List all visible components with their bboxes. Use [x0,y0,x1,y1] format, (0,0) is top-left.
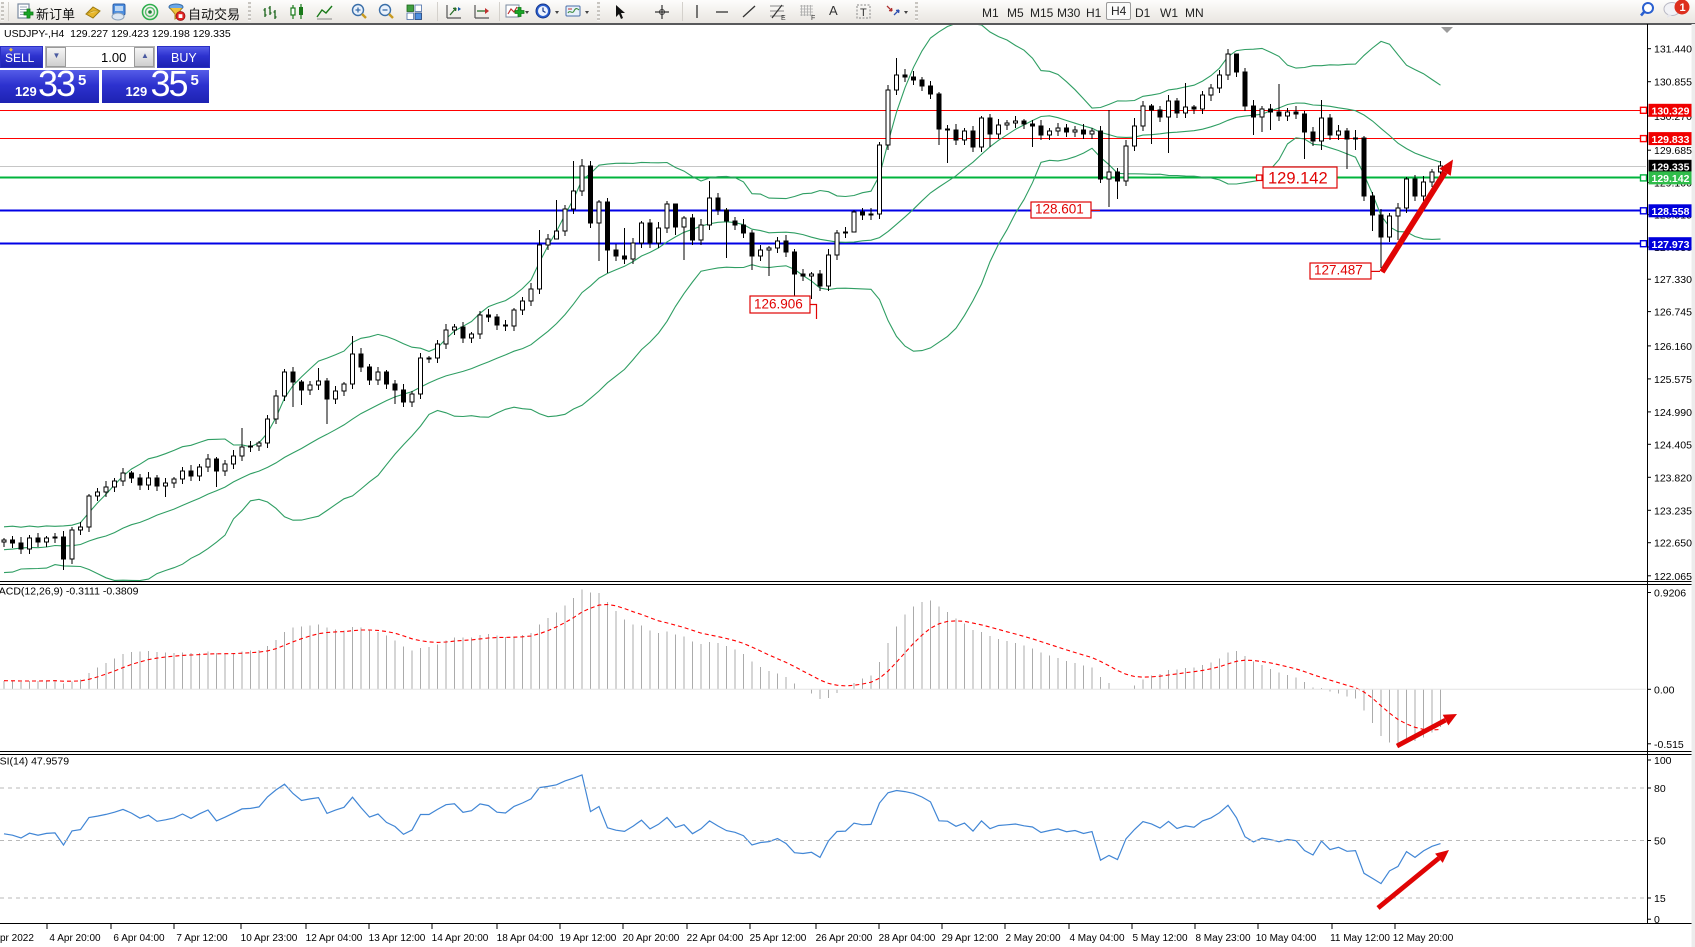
svg-text:5 May 12:00: 5 May 12:00 [1132,933,1187,944]
svg-text:pr 2022: pr 2022 [0,933,34,944]
svg-text:80: 80 [1654,783,1666,795]
svg-text:122.065: 122.065 [1654,571,1692,583]
svg-text:128.601: 128.601 [1035,202,1084,217]
svg-text:12 May 20:00: 12 May 20:00 [1393,933,1454,944]
svg-text:123.235: 123.235 [1654,505,1692,517]
svg-text:26 Apr 20:00: 26 Apr 20:00 [816,933,873,944]
svg-text:-0.515: -0.515 [1654,739,1684,751]
svg-text:129.685: 129.685 [1654,145,1692,157]
svg-text:8 May 23:00: 8 May 23:00 [1195,933,1250,944]
svg-text:129.833: 129.833 [1652,134,1690,146]
svg-text:7 Apr 12:00: 7 Apr 12:00 [176,933,228,944]
svg-text:129.335: 129.335 [1652,162,1690,174]
svg-text:15: 15 [1654,893,1666,905]
svg-text:124.405: 124.405 [1654,439,1692,451]
svg-text:0: 0 [1654,914,1660,926]
svg-text:0.00: 0.00 [1654,684,1675,696]
svg-text:10 Apr 23:00: 10 Apr 23:00 [241,933,298,944]
svg-text:128.558: 128.558 [1652,206,1690,218]
svg-text:126.745: 126.745 [1654,307,1692,319]
svg-text:F: F [811,15,815,21]
svg-text:6 Apr 04:00: 6 Apr 04:00 [113,933,165,944]
svg-text:129.142: 129.142 [1268,170,1328,188]
svg-text:130.855: 130.855 [1654,77,1692,89]
svg-text:126.906: 126.906 [754,297,803,312]
svg-text:T: T [860,7,867,19]
svg-text:50: 50 [1654,836,1666,848]
svg-text:19 Apr 12:00: 19 Apr 12:00 [560,933,617,944]
svg-text:126.160: 126.160 [1654,341,1692,353]
svg-text:29 Apr 12:00: 29 Apr 12:00 [942,933,999,944]
svg-text:124.990: 124.990 [1654,407,1692,419]
svg-text:4 May 04:00: 4 May 04:00 [1069,933,1124,944]
svg-text:10 May 04:00: 10 May 04:00 [1256,933,1317,944]
svg-text:125.575: 125.575 [1654,374,1692,386]
svg-text:130.329: 130.329 [1652,106,1690,118]
svg-text:18 Apr 04:00: 18 Apr 04:00 [497,933,554,944]
svg-text:25 Apr 12:00: 25 Apr 12:00 [750,933,807,944]
svg-text:127.330: 127.330 [1654,274,1692,286]
svg-text:2 May 20:00: 2 May 20:00 [1005,933,1060,944]
svg-text:28 Apr 04:00: 28 Apr 04:00 [879,933,936,944]
svg-text:13 Apr 12:00: 13 Apr 12:00 [369,933,426,944]
svg-text:MACD(12,26,9) -0.3111 -0.3809: MACD(12,26,9) -0.3111 -0.3809 [0,586,139,598]
svg-text:14 Apr 20:00: 14 Apr 20:00 [432,933,489,944]
svg-text:20 Apr 20:00: 20 Apr 20:00 [623,933,680,944]
svg-text:1: 1 [1680,2,1686,14]
svg-text:127.487: 127.487 [1314,263,1363,278]
svg-text:22 Apr 04:00: 22 Apr 04:00 [687,933,744,944]
svg-text:131.440: 131.440 [1654,44,1692,56]
svg-text:127.973: 127.973 [1652,239,1690,251]
svg-text:0.9206: 0.9206 [1654,588,1686,600]
svg-text:E: E [781,15,786,21]
svg-text:100: 100 [1654,755,1672,767]
svg-text:11 May 12:00: 11 May 12:00 [1330,933,1390,944]
svg-text:4 Apr 20:00: 4 Apr 20:00 [49,933,101,944]
svg-text:129.142: 129.142 [1652,173,1690,185]
svg-text:122.650: 122.650 [1654,538,1692,550]
svg-text:12 Apr 04:00: 12 Apr 04:00 [306,933,363,944]
svg-text:RSI(14) 47.9579: RSI(14) 47.9579 [0,756,69,768]
svg-text:123.820: 123.820 [1654,472,1692,484]
